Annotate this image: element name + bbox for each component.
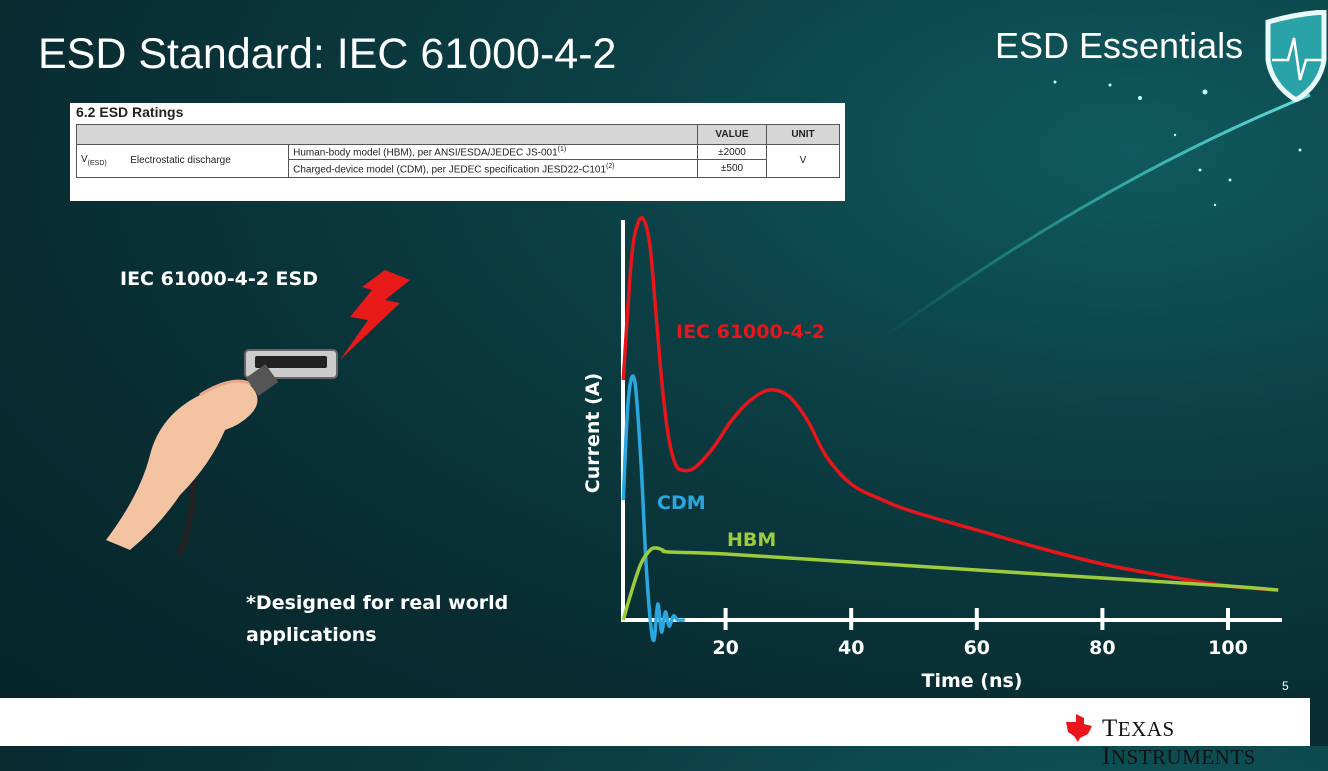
unit-cell: V: [766, 144, 840, 178]
note-line-2: applications: [246, 624, 377, 646]
background-decoration: [879, 80, 1311, 342]
condition-cell: Charged-device model (CDM), per JEDEC sp…: [288, 159, 698, 178]
symbol-cell: V(ESD): [76, 144, 127, 178]
value-cell: ±500: [697, 159, 767, 178]
footer-bar: [0, 698, 1310, 746]
slide-title: ESD Standard: IEC 61000-4-2: [38, 30, 617, 78]
esd-ratings-table: 6.2 ESD Ratings VALUE UNIT V(ESD) Electro…: [70, 103, 845, 201]
x-tick-label: 100: [1208, 637, 1248, 659]
header-value: VALUE: [697, 124, 767, 145]
esd-label: IEC 61000-4-2 ESD: [120, 268, 318, 290]
series-line-cdm: [621, 374, 685, 643]
series-line-iec-61000-4-2: [621, 216, 1279, 592]
series-label-cdm: CDM: [657, 492, 706, 514]
footer-logo-text: TEXAS INSTRUMENTS: [1102, 715, 1256, 770]
brand-title: ESD Essentials: [995, 25, 1244, 66]
shield-logo-icon: [1265, 10, 1327, 102]
series-line-hbm: [621, 546, 1279, 621]
x-tick-label: 60: [964, 637, 990, 659]
table-caption: 6.2 ESD Ratings: [76, 104, 184, 120]
series-label-hbm: HBM: [727, 529, 776, 551]
y-axis-label: Current (A): [582, 373, 604, 493]
table-row: Charged-device model (CDM), per JEDEC sp…: [77, 159, 840, 178]
condition-cell: Human-body model (HBM), per ANSI/ESDA/JE…: [288, 143, 698, 161]
param-cell: Electrostatic discharge: [126, 144, 290, 178]
series-label-iec: IEC 61000-4-2: [676, 321, 825, 343]
esd-current-chart: 20 40 60 80 100 Current (A) Time (ns) IEC 61…: [582, 216, 1279, 692]
hand-hdmi-illustration-icon: [106, 270, 410, 556]
x-tick-label: 80: [1089, 637, 1115, 659]
x-tick-label: 20: [712, 637, 738, 659]
note-line-1: *Designed for real world: [246, 592, 509, 614]
table-row: V(ESD) Electrostatic discharge Human-bod…: [76, 143, 840, 178]
lightning-icon: [340, 270, 410, 360]
ti-logo-icon: [1066, 714, 1092, 742]
x-axis-label: Time (ns): [922, 670, 1023, 692]
header-unit: UNIT: [766, 124, 840, 145]
x-tick-label: 40: [838, 637, 864, 659]
page-number: 5: [1282, 679, 1289, 693]
